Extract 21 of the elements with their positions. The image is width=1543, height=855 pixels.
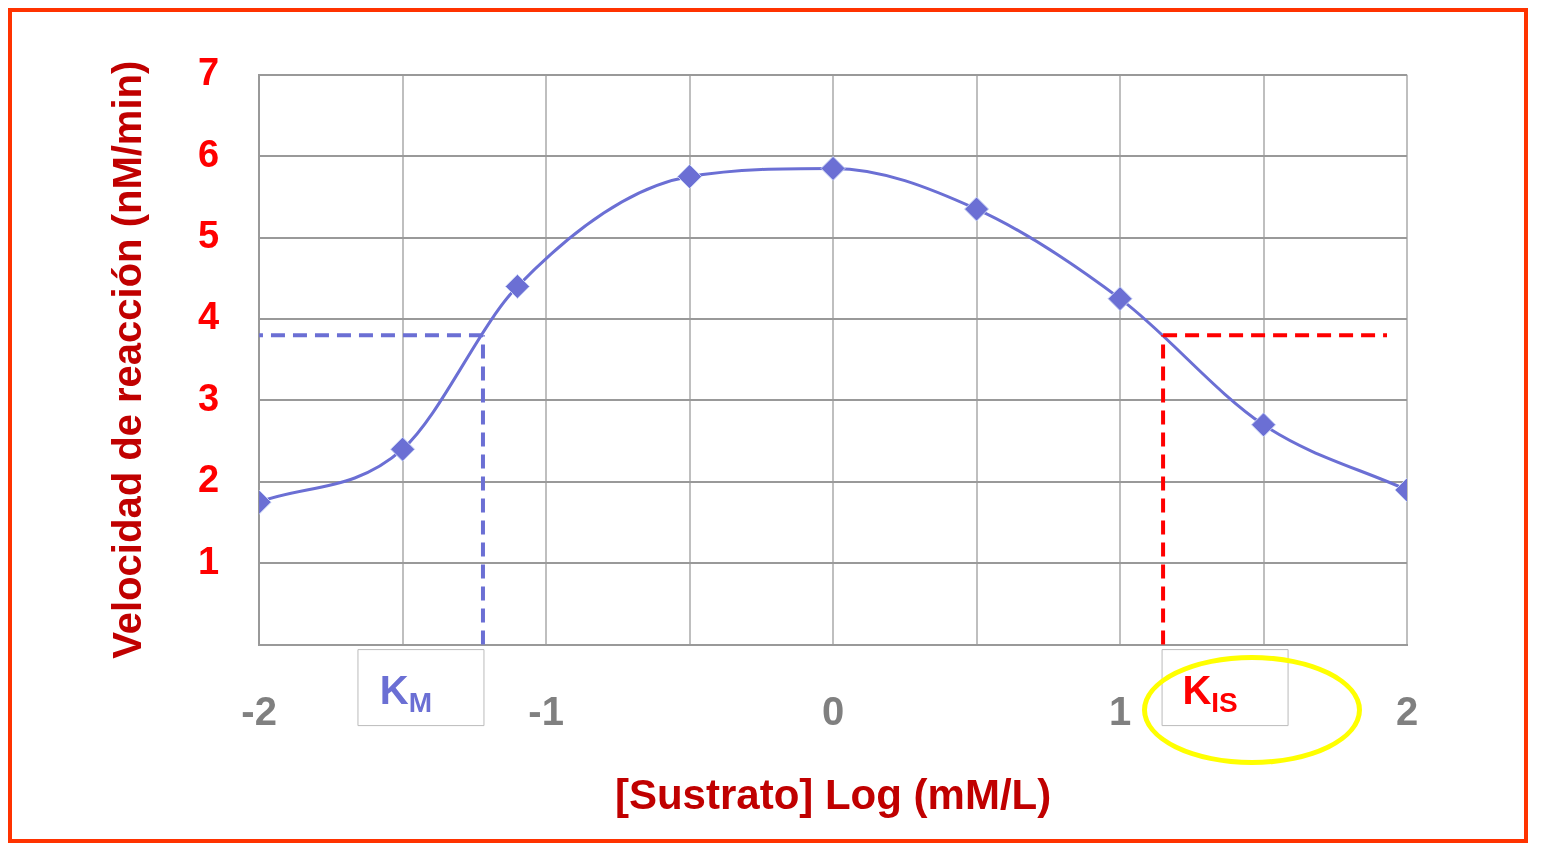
point <box>1251 412 1277 438</box>
x-tick-label: 0 <box>821 688 845 733</box>
y-axis-title: Velocidad de reacción (nM/min) <box>105 60 150 659</box>
point <box>504 273 530 299</box>
point <box>677 164 703 190</box>
y-tick-label: 4 <box>197 295 220 338</box>
y-tick-label: 2 <box>197 458 220 501</box>
x-tick-label: -1 <box>528 688 564 733</box>
y-tick-label: 6 <box>197 132 220 175</box>
y-tick-label: 7 <box>197 51 220 94</box>
x-tick-label: -2 <box>241 688 277 733</box>
point <box>390 436 416 462</box>
y-tick-label: 3 <box>197 376 220 419</box>
point <box>1107 286 1133 312</box>
y-tick-label: 5 <box>197 214 220 257</box>
y-tick-label: 1 <box>197 539 220 582</box>
x-tick-label: 2 <box>1395 688 1419 733</box>
x-tick-label: 1 <box>1108 688 1132 733</box>
point <box>964 196 990 222</box>
point <box>820 155 846 181</box>
x-axis-title: [Sustrato] Log (mM/L) <box>614 771 1052 819</box>
